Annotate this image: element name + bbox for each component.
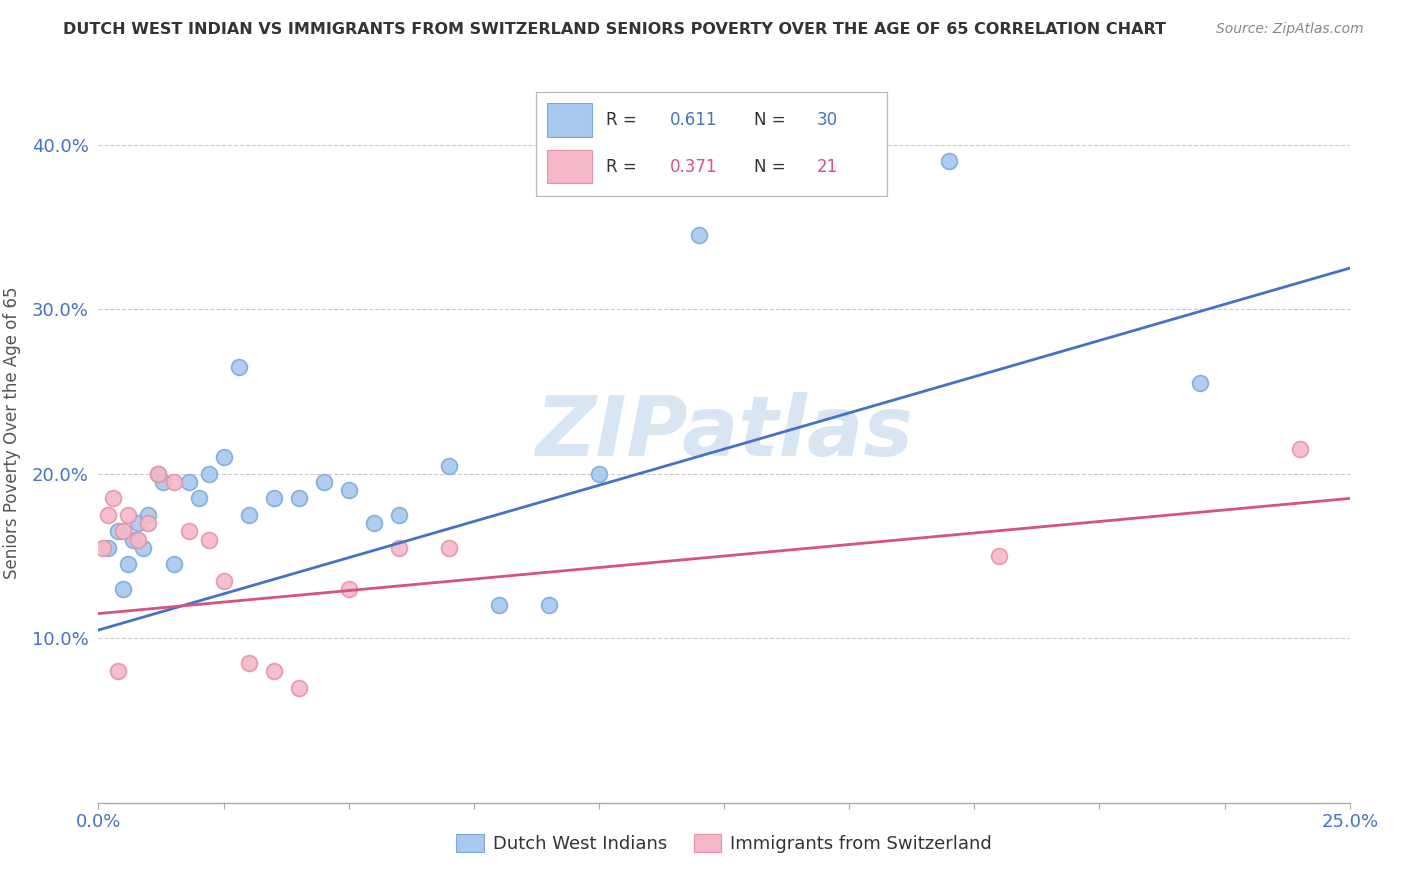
- Point: [388, 508, 411, 522]
- Point: [148, 467, 170, 481]
- Point: [437, 541, 460, 555]
- Point: [287, 491, 309, 506]
- Point: [197, 533, 219, 547]
- Point: [112, 524, 135, 539]
- Y-axis label: Seniors Poverty Over the Age of 65: Seniors Poverty Over the Age of 65: [3, 286, 21, 579]
- Point: [488, 599, 510, 613]
- Point: [148, 467, 170, 481]
- Point: [112, 582, 135, 596]
- Point: [238, 656, 260, 670]
- Point: [263, 664, 285, 678]
- Point: [162, 475, 184, 489]
- Point: [197, 467, 219, 481]
- Point: [107, 524, 129, 539]
- Point: [688, 228, 710, 243]
- Point: [97, 541, 120, 555]
- Point: [363, 516, 385, 530]
- Point: [127, 533, 149, 547]
- Point: [938, 154, 960, 169]
- Point: [107, 664, 129, 678]
- Point: [117, 558, 139, 572]
- Point: [103, 491, 125, 506]
- Point: [117, 508, 139, 522]
- Point: [177, 475, 200, 489]
- Point: [132, 541, 155, 555]
- Point: [388, 541, 411, 555]
- Text: DUTCH WEST INDIAN VS IMMIGRANTS FROM SWITZERLAND SENIORS POVERTY OVER THE AGE OF: DUTCH WEST INDIAN VS IMMIGRANTS FROM SWI…: [63, 22, 1166, 37]
- Point: [152, 475, 174, 489]
- Point: [138, 508, 160, 522]
- Point: [337, 483, 360, 498]
- Point: [537, 599, 560, 613]
- Point: [212, 574, 235, 588]
- Point: [263, 491, 285, 506]
- Point: [988, 549, 1011, 563]
- Point: [212, 450, 235, 465]
- Point: [187, 491, 209, 506]
- Point: [238, 508, 260, 522]
- Point: [93, 541, 115, 555]
- Point: [228, 359, 250, 374]
- Point: [1288, 442, 1310, 456]
- Text: Source: ZipAtlas.com: Source: ZipAtlas.com: [1216, 22, 1364, 37]
- Point: [162, 558, 184, 572]
- Point: [437, 458, 460, 473]
- Point: [127, 516, 149, 530]
- Point: [287, 681, 309, 695]
- Legend: Dutch West Indians, Immigrants from Switzerland: Dutch West Indians, Immigrants from Swit…: [449, 827, 1000, 861]
- Point: [97, 508, 120, 522]
- Point: [138, 516, 160, 530]
- Text: ZIPatlas: ZIPatlas: [536, 392, 912, 473]
- Point: [337, 582, 360, 596]
- Point: [1188, 376, 1211, 391]
- Point: [312, 475, 335, 489]
- Point: [588, 467, 610, 481]
- Point: [177, 524, 200, 539]
- Point: [122, 533, 145, 547]
